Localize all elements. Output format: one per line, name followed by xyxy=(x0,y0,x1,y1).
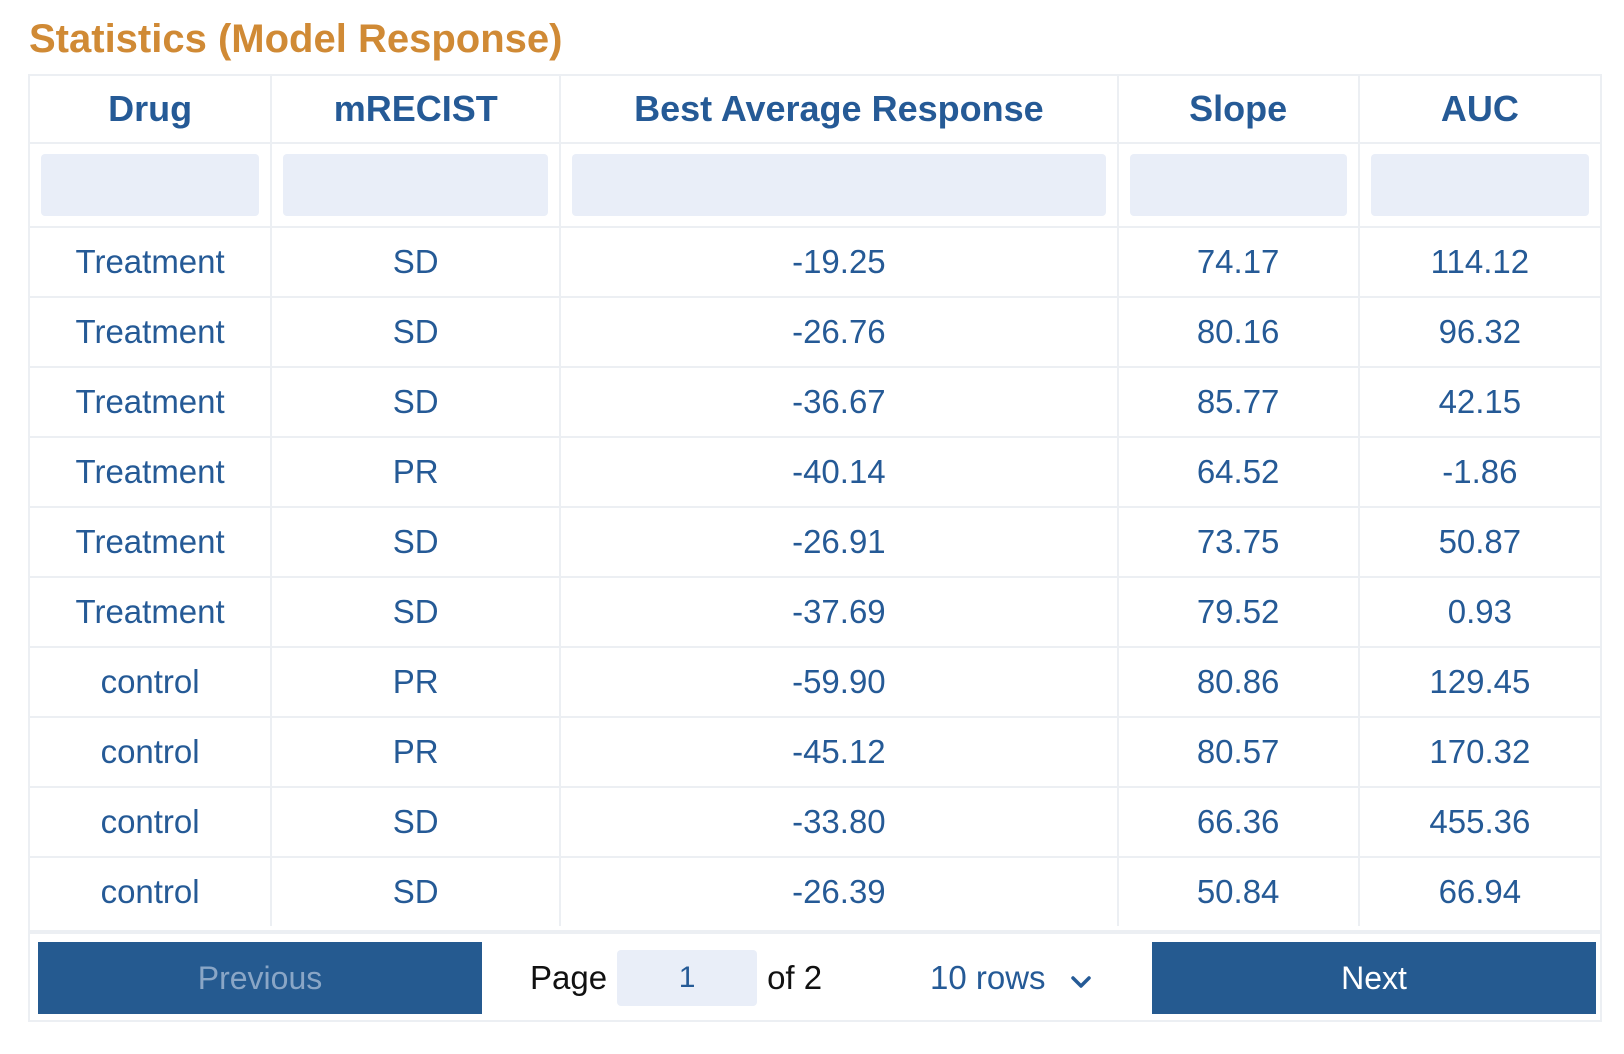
table-row: Treatment SD -36.67 85.77 42.15 xyxy=(30,367,1600,438)
table-row: control PR -59.90 80.86 129.45 xyxy=(30,647,1600,718)
data-table: Drug mRECIST Best Average Response Slope… xyxy=(30,76,1600,926)
cell-auc: -1.86 xyxy=(1358,437,1600,508)
rows-per-page-label: 10 rows xyxy=(930,959,1046,996)
filter-input-auc[interactable] xyxy=(1370,154,1589,216)
filter-input-best-average-response[interactable] xyxy=(572,154,1106,216)
filter-row xyxy=(30,143,1600,228)
cell-auc: 50.87 xyxy=(1358,507,1600,578)
page-number-input[interactable] xyxy=(617,950,758,1006)
cell-best-average-response: -26.91 xyxy=(560,507,1119,578)
table-row: control SD -26.39 50.84 66.94 xyxy=(30,857,1600,926)
cell-mrecist: SD xyxy=(271,297,562,368)
cell-drug: control xyxy=(30,787,273,858)
cell-slope: 66.36 xyxy=(1117,787,1360,858)
cell-drug: Treatment xyxy=(30,507,273,578)
table-row: Treatment SD -26.76 80.16 96.32 xyxy=(30,297,1600,368)
cell-mrecist: PR xyxy=(271,437,562,508)
cell-drug: Treatment xyxy=(30,227,273,298)
cell-best-average-response: -45.12 xyxy=(560,717,1119,788)
cell-mrecist: PR xyxy=(271,717,562,788)
cell-best-average-response: -37.69 xyxy=(560,577,1119,648)
page-title: Statistics (Model Response) xyxy=(29,17,563,61)
table-row: Treatment SD -37.69 79.52 0.93 xyxy=(30,577,1600,648)
cell-drug: control xyxy=(30,647,273,718)
column-header-drug[interactable]: Drug xyxy=(30,76,273,144)
chevron-down-icon xyxy=(1070,959,1092,997)
cell-slope: 79.52 xyxy=(1117,577,1360,648)
cell-slope: 85.77 xyxy=(1117,367,1360,438)
cell-slope: 64.52 xyxy=(1117,437,1360,508)
table-row: Treatment SD -26.91 73.75 50.87 xyxy=(30,507,1600,578)
table-row: Treatment SD -19.25 74.17 114.12 xyxy=(30,227,1600,298)
cell-best-average-response: -59.90 xyxy=(560,647,1119,718)
page-total-label: of 2 xyxy=(767,959,823,996)
cell-slope: 50.84 xyxy=(1117,857,1360,926)
pagination-bar: Previous Page of 2 10 rows Next xyxy=(30,930,1600,1020)
column-header-auc[interactable]: AUC xyxy=(1358,76,1600,144)
filter-input-drug[interactable] xyxy=(41,154,260,216)
cell-auc: 0.93 xyxy=(1358,577,1600,648)
cell-auc: 114.12 xyxy=(1358,227,1600,298)
cell-drug: Treatment xyxy=(30,367,273,438)
cell-mrecist: SD xyxy=(271,577,562,648)
cell-mrecist: PR xyxy=(271,647,562,718)
cell-drug: control xyxy=(30,717,273,788)
column-header-slope[interactable]: Slope xyxy=(1117,76,1360,144)
header-row: Drug mRECIST Best Average Response Slope… xyxy=(30,76,1600,144)
cell-auc: 170.32 xyxy=(1358,717,1600,788)
cell-mrecist: SD xyxy=(271,787,562,858)
cell-best-average-response: -19.25 xyxy=(560,227,1119,298)
cell-drug: Treatment xyxy=(30,297,273,368)
cell-best-average-response: -33.80 xyxy=(560,787,1119,858)
cell-drug: Treatment xyxy=(30,437,273,508)
rows-per-page-select[interactable]: 10 rows xyxy=(930,942,1092,1014)
table-row: control SD -33.80 66.36 455.36 xyxy=(30,787,1600,858)
cell-slope: 74.17 xyxy=(1117,227,1360,298)
cell-slope: 80.57 xyxy=(1117,717,1360,788)
cell-auc: 96.32 xyxy=(1358,297,1600,368)
page-label: Page xyxy=(530,959,608,996)
cell-mrecist: SD xyxy=(271,227,562,298)
cell-auc: 455.36 xyxy=(1358,787,1600,858)
cell-slope: 73.75 xyxy=(1117,507,1360,578)
cell-mrecist: SD xyxy=(271,367,562,438)
column-header-mrecist[interactable]: mRECIST xyxy=(271,76,562,144)
cell-auc: 66.94 xyxy=(1438,873,1522,910)
cell-best-average-response: -26.39 xyxy=(560,857,1119,926)
table-row: control PR -45.12 80.57 170.32 xyxy=(30,717,1600,788)
next-button[interactable]: Next xyxy=(1152,942,1596,1014)
page-indicator: Page of 2 xyxy=(530,942,822,1014)
column-header-best-average-response[interactable]: Best Average Response xyxy=(560,76,1119,144)
filter-input-slope[interactable] xyxy=(1129,154,1347,216)
cell-slope: 80.86 xyxy=(1117,647,1360,718)
cell-auc: 129.45 xyxy=(1358,647,1600,718)
table-row: Treatment PR -40.14 64.52 -1.86 xyxy=(30,437,1600,508)
previous-button[interactable]: Previous xyxy=(38,942,482,1014)
cell-slope: 80.16 xyxy=(1117,297,1360,368)
cell-best-average-response: -40.14 xyxy=(560,437,1119,508)
cell-drug: control xyxy=(30,857,273,926)
statistics-table: Drug mRECIST Best Average Response Slope… xyxy=(28,74,1602,1022)
cell-auc: 42.15 xyxy=(1358,367,1600,438)
filter-input-mrecist[interactable] xyxy=(283,154,549,216)
cell-best-average-response: -36.67 xyxy=(560,367,1119,438)
cell-mrecist: SD xyxy=(271,507,562,578)
cell-best-average-response: -26.76 xyxy=(560,297,1119,368)
cell-mrecist: SD xyxy=(271,857,562,926)
cell-drug: Treatment xyxy=(30,577,273,648)
